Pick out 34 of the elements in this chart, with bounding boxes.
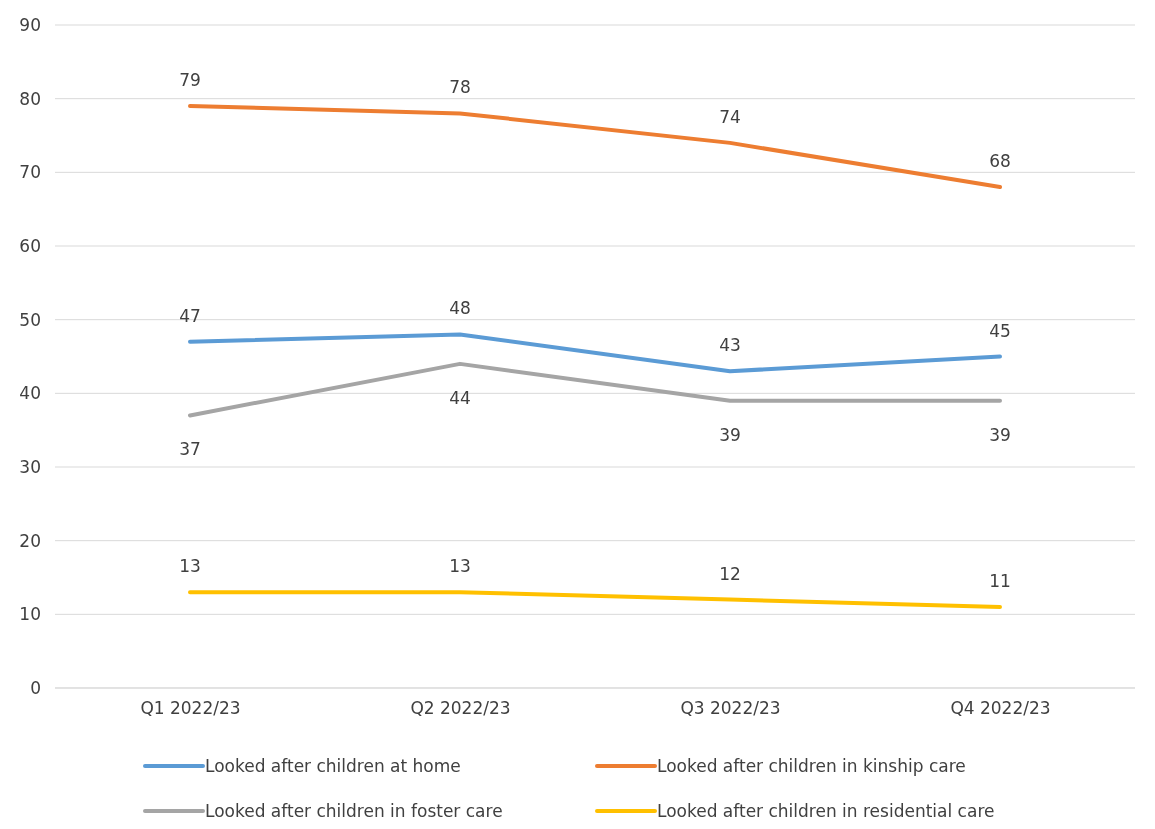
y-tick-label: 60	[19, 235, 41, 256]
data-label: 13	[179, 556, 201, 577]
data-label: 45	[989, 320, 1011, 341]
legend-label: Looked after children in residential care	[657, 801, 995, 821]
data-label: 43	[719, 335, 741, 356]
x-tick-label: Q2 2022/23	[410, 698, 511, 719]
y-tick-label: 20	[19, 530, 41, 551]
data-label: 39	[719, 424, 741, 445]
y-tick-label: 0	[30, 677, 41, 698]
legend-label: Looked after children at home	[205, 756, 461, 776]
y-tick-label: 50	[19, 309, 41, 330]
data-label: 47	[179, 305, 201, 326]
legend-label: Looked after children in kinship care	[657, 756, 966, 776]
x-tick-label: Q4 2022/23	[950, 698, 1051, 719]
data-label: 79	[179, 70, 201, 91]
legend-label: Looked after children in foster care	[205, 801, 503, 821]
data-label: 39	[989, 424, 1011, 445]
data-label: 44	[449, 387, 471, 408]
x-tick-label: Q3 2022/23	[680, 698, 781, 719]
data-label: 48	[449, 298, 471, 319]
data-label: 13	[449, 556, 471, 577]
data-label: 78	[449, 77, 471, 98]
data-label: 11	[989, 570, 1011, 591]
y-tick-label: 70	[19, 162, 41, 183]
y-tick-label: 10	[19, 604, 41, 625]
data-label: 68	[989, 151, 1011, 172]
y-tick-label: 90	[19, 14, 41, 35]
y-tick-label: 80	[19, 88, 41, 109]
data-label: 74	[719, 106, 741, 127]
y-tick-label: 30	[19, 456, 41, 477]
data-label: 12	[719, 563, 741, 584]
x-tick-label: Q1 2022/23	[140, 698, 241, 719]
data-label: 37	[179, 439, 201, 460]
y-tick-label: 40	[19, 383, 41, 404]
